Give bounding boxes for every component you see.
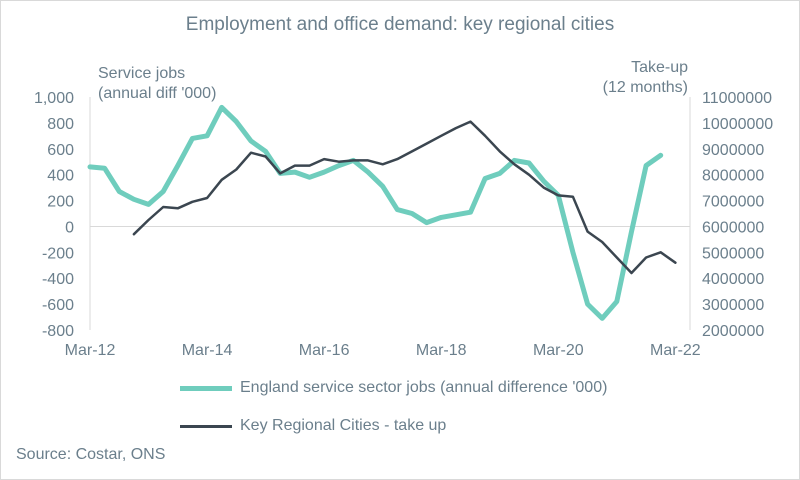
x-tick-label: Mar-14 bbox=[182, 342, 233, 359]
left-tick-label: -800 bbox=[42, 323, 74, 340]
x-tick-label: Mar-22 bbox=[650, 342, 701, 359]
left-axis-label: Service jobs (annual diff '000) bbox=[98, 64, 216, 104]
left-tick-label: 1,000 bbox=[34, 90, 74, 107]
legend-swatch-service bbox=[180, 385, 232, 391]
right-tick-label: 2000000 bbox=[702, 323, 764, 340]
x-tick-label: Mar-16 bbox=[299, 342, 350, 359]
legend-label-service: England service sector jobs (annual diff… bbox=[240, 379, 608, 396]
x-tick-label: Mar-12 bbox=[65, 342, 116, 359]
left-tick-label: -600 bbox=[42, 297, 74, 314]
left-axis-label-line-2: (annual diff '000) bbox=[98, 85, 217, 102]
legend: England service sector jobs (annual diff… bbox=[180, 376, 607, 452]
right-tick-label: 5000000 bbox=[702, 245, 764, 262]
x-tick-label: Mar-18 bbox=[416, 342, 467, 359]
right-tick-label: 10000000 bbox=[702, 116, 773, 133]
right-tick-label: 4000000 bbox=[702, 271, 764, 288]
left-tick-label: -200 bbox=[42, 245, 74, 262]
right-tick-label: 3000000 bbox=[702, 297, 764, 314]
legend-label-takeup: Key Regional Cities - take up bbox=[240, 417, 447, 434]
right-axis-label-line-1: Take-up bbox=[631, 59, 688, 76]
left-tick-label: 600 bbox=[47, 142, 74, 159]
left-axis-label-line-1: Service jobs bbox=[98, 65, 186, 82]
right-tick-label: 9000000 bbox=[702, 142, 764, 159]
legend-item-takeup: Key Regional Cities - take up bbox=[180, 414, 607, 438]
right-tick-label: 6000000 bbox=[702, 219, 764, 236]
right-tick-label: 11000000 bbox=[702, 90, 772, 107]
take-up-line bbox=[132, 120, 677, 275]
x-tick-label: Mar-20 bbox=[533, 342, 584, 359]
left-tick-label: -400 bbox=[42, 271, 74, 288]
legend-swatch-takeup bbox=[180, 424, 232, 428]
left-tick-label: 0 bbox=[65, 219, 74, 236]
legend-item-service: England service sector jobs (annual diff… bbox=[180, 376, 607, 400]
right-tick-label: 8000000 bbox=[702, 168, 764, 185]
right-axis-label: Take-up (12 months) bbox=[603, 58, 688, 98]
source-note: Source: Costar, ONS bbox=[16, 446, 166, 463]
left-tick-label: 800 bbox=[47, 116, 74, 133]
right-tick-label: 7000000 bbox=[702, 194, 764, 211]
right-axis-label-line-2: (12 months) bbox=[602, 79, 688, 96]
service-jobs-line bbox=[87, 104, 664, 321]
left-tick-label: 200 bbox=[47, 194, 74, 211]
left-tick-label: 400 bbox=[47, 168, 74, 185]
chart-title: Employment and office demand: key region… bbox=[185, 14, 615, 35]
